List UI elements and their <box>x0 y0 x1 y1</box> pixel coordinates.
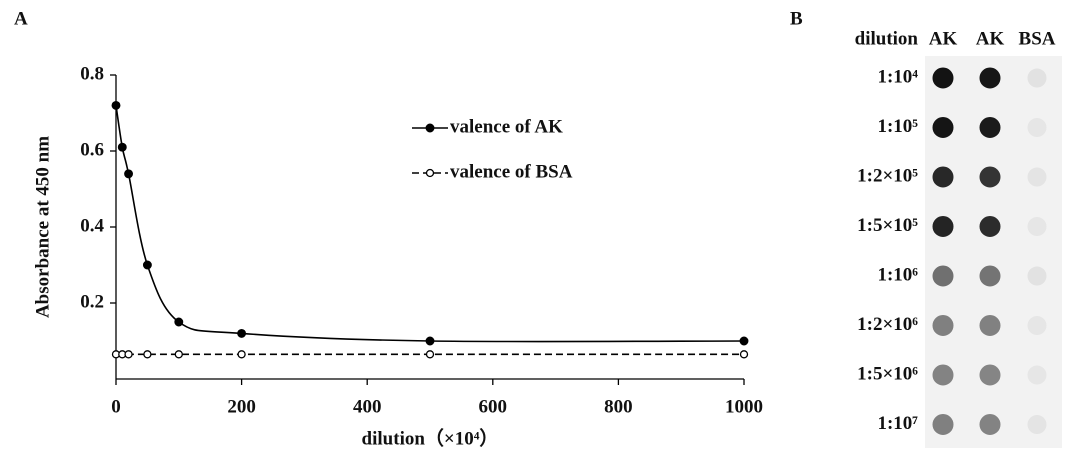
blot-spot <box>933 167 953 187</box>
blot-spot <box>980 316 1000 336</box>
marker <box>740 337 748 345</box>
blot-membrane <box>925 56 1062 448</box>
blot-spot <box>933 118 953 138</box>
blot-spot <box>933 316 953 336</box>
blot-header: dilution <box>855 28 919 49</box>
blot-spot <box>980 266 1000 286</box>
marker <box>144 261 152 269</box>
marker <box>144 351 151 358</box>
blot-spot <box>933 68 953 88</box>
blot-spot <box>1028 366 1046 384</box>
marker <box>426 337 434 345</box>
dilution-label: 1:2×10⁵ <box>857 165 918 186</box>
marker <box>238 330 246 338</box>
blot-spot <box>1028 267 1046 285</box>
y-tick-label: 0.2 <box>80 291 104 312</box>
blot-header: AK <box>976 28 1005 49</box>
blot-spot <box>980 68 1000 88</box>
marker <box>118 143 126 151</box>
x-tick-label: 600 <box>479 396 508 417</box>
dilution-label: 1:10⁴ <box>877 66 918 87</box>
blot-spot <box>980 118 1000 138</box>
marker <box>175 318 183 326</box>
blot-spot <box>1028 218 1046 236</box>
blot-spot <box>1028 119 1046 137</box>
dilution-label: 1:10⁵ <box>877 116 918 137</box>
x-axis-label: dilution（×10⁴） <box>362 426 499 449</box>
x-tick-label: 400 <box>353 396 382 417</box>
panel-label: A <box>14 8 28 29</box>
panel-label: B <box>790 8 803 29</box>
blot-spot <box>933 365 953 385</box>
blot-header: BSA <box>1019 28 1056 49</box>
dilution-label: 1:10⁶ <box>877 264 918 285</box>
marker <box>125 351 132 358</box>
blot-spot <box>1028 168 1046 186</box>
x-tick-label: 200 <box>227 396 256 417</box>
blot-spot <box>1028 416 1046 434</box>
blot-spot <box>980 167 1000 187</box>
y-tick-label: 0.4 <box>80 215 104 236</box>
legend-marker <box>427 170 434 177</box>
blot-spot <box>933 266 953 286</box>
y-tick-label: 0.6 <box>80 139 104 160</box>
y-axis-label: Absorbance at 450 nm <box>32 136 53 318</box>
blot-spot <box>980 365 1000 385</box>
blot-spot <box>1028 69 1046 87</box>
blot-spot <box>1028 317 1046 335</box>
marker <box>125 170 133 178</box>
blot-spot <box>933 415 953 435</box>
dilution-label: 1:10⁷ <box>877 413 918 434</box>
legend-label: valence of BSA <box>450 161 573 182</box>
figure: A B dilution（×10⁴） Absorbance at 450 nm … <box>0 0 1072 466</box>
blot-spot <box>980 217 1000 237</box>
blot-spot <box>933 217 953 237</box>
blot-header: AK <box>929 28 958 49</box>
y-tick-label: 0.8 <box>80 63 104 84</box>
dilution-label: 1:2×10⁶ <box>857 314 918 335</box>
series-line <box>116 105 744 341</box>
marker <box>112 102 120 110</box>
legend-label: valence of AK <box>450 116 563 137</box>
marker <box>175 351 182 358</box>
marker <box>427 351 434 358</box>
marker <box>741 351 748 358</box>
x-tick-label: 1000 <box>725 396 763 417</box>
legend-marker <box>426 124 434 132</box>
x-tick-label: 0 <box>111 396 121 417</box>
dilution-label: 1:5×10⁶ <box>857 363 918 384</box>
x-tick-label: 800 <box>604 396 633 417</box>
blot-spot <box>980 415 1000 435</box>
marker <box>238 351 245 358</box>
dilution-label: 1:5×10⁵ <box>857 215 918 236</box>
